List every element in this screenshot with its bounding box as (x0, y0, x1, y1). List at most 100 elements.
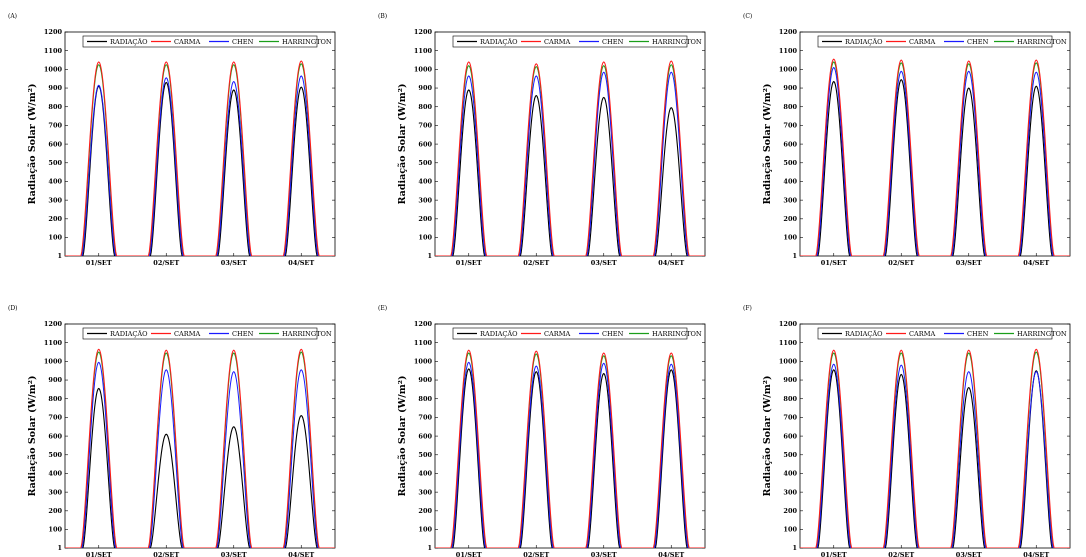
series-line-radiao (65, 387, 335, 548)
legend-label: HARRINGTON (652, 330, 702, 338)
y-tick-label: 200 (48, 507, 62, 515)
y-tick-label: 1100 (44, 47, 63, 55)
series-lines (65, 348, 335, 548)
chart-legend: RADIAÇÃO CARMA CHEN HARRINGTON (452, 327, 702, 340)
x-tick-label: 02/SET (523, 551, 549, 557)
series-line-carma (435, 349, 705, 548)
series-lines (435, 349, 705, 548)
series-line-carma (435, 60, 705, 256)
y-tick-label: 900 (48, 376, 62, 384)
y-axis-label: Radiação Solar (W/m²) (27, 84, 38, 205)
x-tick-label: 01/SET (821, 551, 847, 557)
y-tick-label: 1 (427, 252, 432, 260)
x-tick-label: 04/SET (658, 259, 684, 267)
series-line-chen (435, 71, 705, 256)
y-tick-label: 1100 (779, 47, 798, 55)
y-tick-label: 1200 (414, 28, 433, 36)
y-tick-label: 900 (783, 376, 797, 384)
chart-legend: RADIAÇÃO CARMA CHEN HARRINGTON (817, 327, 1067, 340)
legend-label: RADIAÇÃO (845, 329, 883, 338)
y-tick-label: 300 (783, 196, 797, 204)
y-tick-label: 100 (783, 234, 797, 242)
legend-label: RADIAÇÃO (480, 329, 518, 338)
panel-label: (B) (378, 13, 387, 20)
panel-label: (F) (743, 305, 752, 312)
series-line-harrington (800, 61, 1070, 256)
legend-box (452, 35, 688, 48)
y-axis-label: Radiação Solar (W/m²) (27, 376, 38, 497)
y-tick-label: 300 (48, 488, 62, 496)
series-line-carma (65, 60, 335, 256)
legend-label: RADIAÇÃO (480, 37, 518, 46)
legend-label: CHEN (602, 330, 624, 338)
x-tick-label: 01/SET (821, 259, 847, 267)
legend-label: CARMA (909, 330, 936, 338)
y-tick-label: 600 (783, 432, 797, 440)
x-tick-label: 02/SET (888, 259, 914, 267)
chart-panel: (A)1100200300400500600700800900100011001… (8, 13, 336, 267)
legend-label: HARRINGTON (1017, 38, 1067, 46)
series-line-harrington (65, 351, 335, 548)
y-tick-label: 200 (48, 215, 62, 223)
y-tick-label: 1000 (44, 66, 63, 74)
y-tick-label: 300 (418, 488, 432, 496)
x-tick-label: 03/SET (591, 551, 617, 557)
chart-panel: (C)1100200300400500600700800900100011001… (743, 13, 1071, 267)
y-tick-label: 400 (783, 470, 797, 478)
legend-label: HARRINGTON (1017, 330, 1067, 338)
y-tick-label: 600 (418, 140, 432, 148)
x-tick-label: 03/SET (956, 259, 982, 267)
y-tick-label: 800 (783, 103, 797, 111)
series-line-carma (65, 348, 335, 548)
x-tick-label: 03/SET (591, 259, 617, 267)
y-tick-label: 1000 (414, 358, 433, 366)
legend-label: RADIAÇÃO (845, 37, 883, 46)
series-lines (435, 60, 705, 256)
series-line-radiao (435, 368, 705, 548)
legend-label: RADIAÇÃO (110, 37, 148, 46)
y-tick-label: 1200 (414, 320, 433, 328)
y-tick-label: 200 (783, 215, 797, 223)
legend-label: RADIAÇÃO (110, 329, 148, 338)
x-tick-label: 02/SET (888, 551, 914, 557)
series-line-chen (435, 361, 705, 548)
legend-box (817, 327, 1053, 340)
legend-label: CHEN (967, 330, 989, 338)
y-tick-label: 1 (792, 252, 797, 260)
panel-label: (E) (378, 305, 387, 312)
y-tick-label: 500 (783, 159, 797, 167)
legend-label: CHEN (232, 330, 254, 338)
y-tick-label: 400 (48, 470, 62, 478)
legend-box (82, 327, 318, 340)
series-line-harrington (800, 351, 1070, 548)
y-tick-label: 700 (783, 414, 797, 422)
x-tick-label: 01/SET (86, 259, 112, 267)
legend-label: CARMA (174, 38, 201, 46)
series-line-harrington (435, 352, 705, 548)
y-tick-label: 200 (418, 507, 432, 515)
chart-panel: (D)1100200300400500600700800900100011001… (8, 305, 336, 557)
series-line-chen (800, 363, 1070, 548)
panel-label: (A) (8, 13, 17, 20)
legend-label: CHEN (232, 38, 254, 46)
y-tick-label: 400 (783, 178, 797, 186)
legend-label: HARRINGTON (282, 330, 332, 338)
y-tick-label: 700 (48, 414, 62, 422)
panel-label: (C) (743, 13, 752, 20)
legend-label: HARRINGTON (652, 38, 702, 46)
y-tick-label: 500 (783, 451, 797, 459)
y-tick-label: 1 (57, 544, 62, 552)
y-tick-label: 1 (792, 544, 797, 552)
y-tick-label: 600 (418, 432, 432, 440)
y-tick-label: 1200 (779, 28, 798, 36)
x-tick-label: 01/SET (86, 551, 112, 557)
x-tick-label: 04/SET (1023, 551, 1049, 557)
y-tick-label: 1200 (44, 320, 63, 328)
legend-label: CHEN (602, 38, 624, 46)
y-tick-label: 700 (418, 122, 432, 130)
y-tick-label: 300 (418, 196, 432, 204)
y-tick-label: 100 (783, 526, 797, 534)
y-axis-label: Radiação Solar (W/m²) (397, 376, 408, 497)
y-tick-label: 400 (418, 470, 432, 478)
